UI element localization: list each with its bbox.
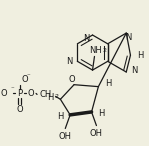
Text: N: N (83, 34, 90, 43)
Text: 2: 2 (102, 48, 106, 53)
Text: O: O (69, 75, 75, 84)
Text: H: H (57, 112, 63, 121)
Text: 2: 2 (55, 94, 59, 99)
Text: NH: NH (89, 46, 102, 55)
Text: H: H (105, 79, 112, 88)
Text: OH: OH (59, 132, 72, 141)
Text: H: H (137, 51, 144, 60)
Text: H: H (98, 109, 105, 118)
Text: P: P (17, 89, 22, 98)
Text: H: H (47, 93, 54, 102)
Text: N: N (131, 66, 138, 75)
Text: N: N (66, 57, 73, 66)
Text: ⁻: ⁻ (26, 73, 30, 79)
Text: O: O (16, 106, 23, 114)
Text: ⁻: ⁻ (11, 87, 14, 93)
Text: CH: CH (40, 90, 52, 99)
Text: O: O (21, 75, 28, 84)
Text: N: N (125, 33, 131, 42)
Text: O: O (28, 89, 35, 98)
Text: OH: OH (90, 129, 103, 138)
Text: O: O (0, 89, 7, 98)
